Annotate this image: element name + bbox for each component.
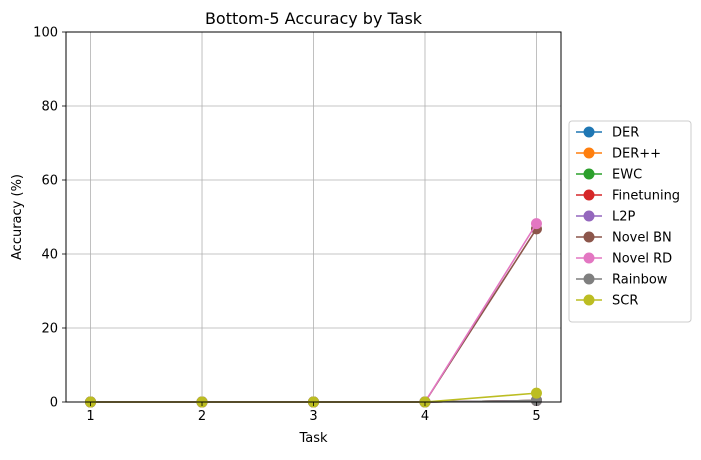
legend-item-rainbow: Rainbow [576,273,668,288]
legend-label: Novel BN [612,231,672,246]
legend-marker [583,126,595,138]
legend-marker [583,189,595,201]
legend-label: Finetuning [612,189,680,204]
y-axis-label: Accuracy (%) [10,174,25,260]
y-tick-label: 0 [50,396,58,411]
legend-label: Novel RD [612,252,672,267]
legend-label: DER++ [612,147,661,162]
legend-item-novel-rd: Novel RD [576,252,672,267]
legend-label: L2P [612,210,636,225]
y-tick-label: 80 [41,100,58,115]
legend-marker [583,231,595,243]
data-point-scr [530,387,542,399]
legend-marker [583,252,595,264]
legend-item-scr: SCR [576,294,638,309]
y-tick-label: 100 [33,26,58,41]
x-tick-label: 3 [309,409,317,424]
y-tick-label: 60 [41,174,58,189]
x-axis-label: Task [298,431,328,446]
y-axis: 0 20 40 60 80 100 [33,26,66,411]
legend-label: DER [612,126,639,141]
x-tick-label: 1 [86,409,94,424]
legend-item-l2p: L2P [576,210,636,225]
legend-label: Rainbow [612,273,668,288]
legend-label: EWC [612,168,642,183]
x-tick-label: 2 [198,409,206,424]
x-axis: 1 2 3 4 5 [86,402,541,424]
legend-item-ewc: EWC [576,168,642,183]
y-tick-label: 20 [41,322,58,337]
x-tick-label: 4 [421,409,429,424]
legend-item-novel-bn: Novel BN [576,231,672,246]
legend-item-der-: DER++ [576,147,661,162]
legend-marker [583,147,595,159]
legend-box [568,120,692,323]
data-point-novel-rd [530,218,542,230]
legend-item-finetuning: Finetuning [576,189,680,204]
legend-marker [583,168,595,180]
legend-marker [583,294,595,306]
chart-title: Bottom-5 Accuracy by Task [205,9,423,28]
legend-label: SCR [612,294,638,309]
x-tick-label: 5 [532,409,540,424]
legend-marker [583,273,595,285]
y-tick-label: 40 [41,248,58,263]
grid-lines [66,31,561,403]
legend: DER DER++ EWC Finetuning L2P Novel BN Novel RD… [568,120,692,323]
legend-marker [583,210,595,222]
legend-item-der: DER [576,126,639,141]
